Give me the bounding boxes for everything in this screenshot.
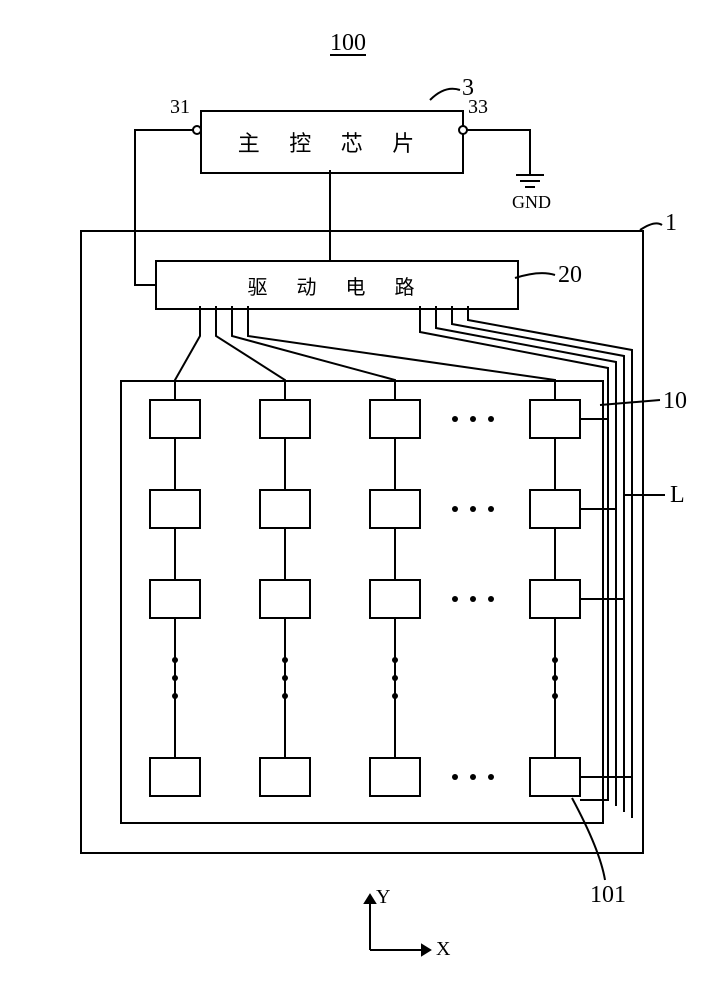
diagram-canvas: 100 主 控 芯 片 驱 动 电 路	[0, 0, 710, 1000]
pin-33-label: 33	[468, 96, 488, 119]
callout-101: 101	[590, 882, 626, 909]
callout-10: 10	[663, 388, 687, 415]
gnd-label: GND	[512, 192, 551, 213]
axis-y-label: Y	[376, 886, 390, 909]
wiring-svg	[0, 0, 710, 1000]
callout-1: 1	[665, 210, 677, 237]
callout-L: L	[670, 482, 685, 509]
pin-31-label: 31	[170, 96, 190, 119]
axis-x-label: X	[436, 938, 450, 961]
callout-20: 20	[558, 262, 582, 289]
